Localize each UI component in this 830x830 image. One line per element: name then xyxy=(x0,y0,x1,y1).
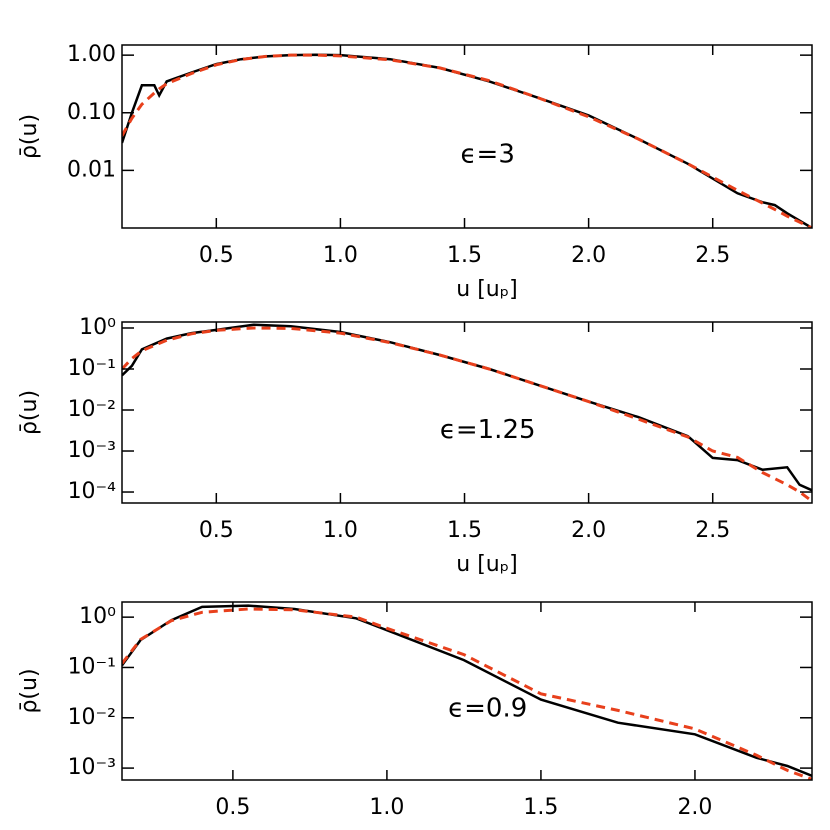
x-tick-label: 2.0 xyxy=(571,243,606,268)
x-tick-label: 1.0 xyxy=(323,243,358,268)
annotation: ϵ=0.9 xyxy=(448,693,527,723)
data-line xyxy=(122,604,812,778)
x-axis-label: u [uₚ] xyxy=(456,552,517,577)
fit-line xyxy=(122,607,812,780)
panel: 0.5 1.0 1.5 2.0 2.5 10⁰ 10⁻¹ 10⁻² 10⁻³ 10⁻⁴ ϵ=1.25… xyxy=(17,315,813,577)
y-tick-label: 1.00 xyxy=(67,42,116,67)
y-tick-label: 10⁰ xyxy=(79,315,116,340)
x-tick-label: 0.5 xyxy=(199,518,234,543)
y-tick-label: 10⁻³ xyxy=(68,755,116,780)
data-line xyxy=(122,323,812,492)
y-tick-label: 10⁻² xyxy=(68,705,116,730)
y-tick-label: 0.01 xyxy=(67,157,116,182)
x-tick-label: 0.5 xyxy=(215,795,250,820)
annotation: ϵ=3 xyxy=(461,139,515,169)
plot-frame xyxy=(121,601,813,781)
x-tick-label: 0.5 xyxy=(199,243,234,268)
y-tick-label: 0.10 xyxy=(67,100,116,125)
y-tick-label: 10⁻¹ xyxy=(68,654,116,679)
x-tick-label: 2.0 xyxy=(677,795,712,820)
y-tick-label: 10⁻³ xyxy=(68,438,116,463)
y-tick-label: 10⁻¹ xyxy=(68,356,116,381)
panel: 0.5 1.0 1.5 2.0 10⁰ 10⁻¹ 10⁻² 10⁻³ ϵ=0.9 ρ̄(u) xyxy=(17,601,813,820)
y-tick-label: 10⁻⁴ xyxy=(68,479,117,504)
x-tick-label: 1.5 xyxy=(447,518,482,543)
x-tick-label: 1.0 xyxy=(369,795,404,820)
x-tick-label: 2.0 xyxy=(571,518,606,543)
x-tick-label: 1.5 xyxy=(447,243,482,268)
plot-frame xyxy=(121,321,813,504)
x-axis-label: u [uₚ] xyxy=(456,277,517,302)
x-tick-label: 2.5 xyxy=(695,243,730,268)
fit-line xyxy=(122,53,812,228)
annotation: ϵ=1.25 xyxy=(440,415,536,445)
plot-frame xyxy=(121,44,813,229)
panel: 0.5 1.0 1.5 2.0 2.5 1.00 0.10 0.01 ϵ=3 ρ̄(u) u [uₚ… xyxy=(17,42,813,302)
y-tick-label: 10⁰ xyxy=(79,604,116,629)
fit-line xyxy=(122,326,812,503)
y-axis-label: ρ̄(u) xyxy=(17,668,42,713)
x-tick-label: 1.5 xyxy=(523,795,558,820)
x-tick-label: 2.5 xyxy=(695,518,730,543)
y-axis-label: ρ̄(u) xyxy=(17,390,42,435)
y-tick-label: 10⁻² xyxy=(68,397,116,422)
y-axis-label: ρ̄(u) xyxy=(17,114,42,159)
x-tick-label: 1.0 xyxy=(323,518,358,543)
